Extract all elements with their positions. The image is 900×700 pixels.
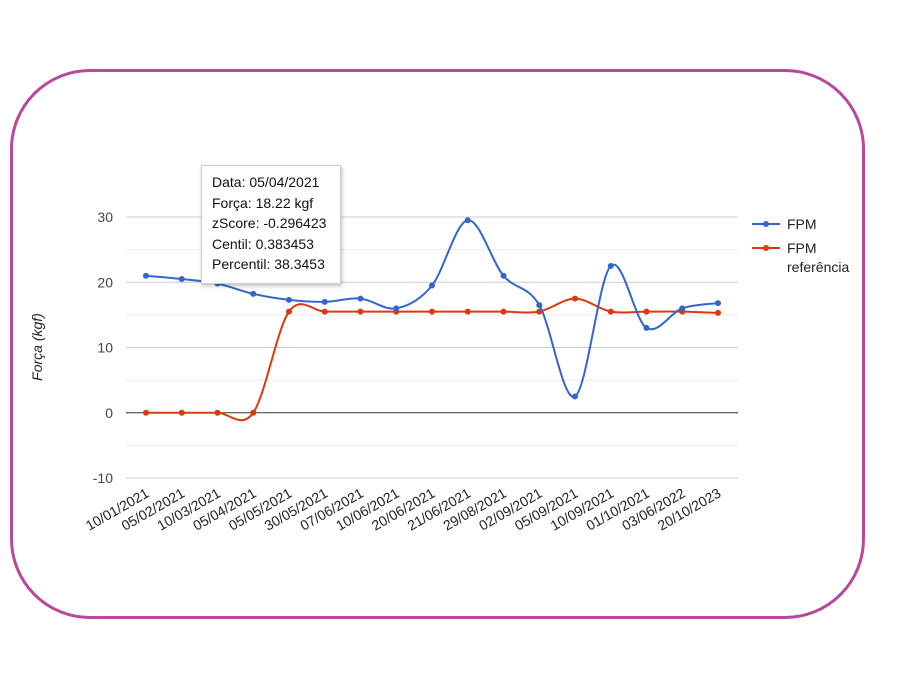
data-point-fpm-referencia[interactable] [607,308,614,315]
data-point-fpm-referencia[interactable] [643,308,650,315]
data-point-fpm[interactable] [393,305,400,312]
tooltip-force: Força: 18.22 kgf [212,194,314,211]
data-tooltip: Data: 05/04/2021 Força: 18.22 kgf zScore… [201,165,341,284]
y-axis-ticks: -10 0 10 20 30 [93,209,113,486]
legend-item-fpm-referencia[interactable]: FPM referência [752,240,849,275]
data-point-fpm-referencia[interactable] [321,308,328,315]
data-point-fpm[interactable] [250,290,257,297]
data-point-fpm-referencia[interactable] [715,309,721,316]
data-point-fpm[interactable] [572,393,578,400]
data-point-fpm-referencia[interactable] [143,409,149,416]
data-point-fpm-referencia[interactable] [572,295,578,302]
legend-label-fpm-referencia-line2: referência [787,259,849,275]
data-point-fpm-referencia[interactable] [500,308,507,315]
legend-label-fpm-referencia-line1: FPM [787,240,817,256]
data-point-fpm[interactable] [321,298,328,305]
data-point-fpm[interactable] [357,295,364,302]
data-point-fpm[interactable] [643,324,650,331]
data-point-fpm[interactable] [715,300,721,307]
data-point-fpm[interactable] [607,262,614,269]
y-tick-label: 20 [97,274,113,290]
chart-frame [10,69,865,619]
legend[interactable]: FPM FPM referência [752,216,849,275]
legend-marker-fpm [763,221,769,227]
legend-item-fpm[interactable]: FPM [752,216,817,232]
tooltip-date: Data: 05/04/2021 [212,174,320,190]
y-tick-label: 10 [97,340,113,356]
y-tick-label: -10 [93,470,113,486]
data-point-fpm[interactable] [500,272,507,279]
y-tick-label: 0 [105,405,113,421]
data-point-fpm[interactable] [286,296,292,303]
data-point-fpm-referencia[interactable] [357,308,364,315]
data-point-fpm-referencia[interactable] [286,308,292,315]
data-point-fpm-referencia[interactable] [214,409,221,416]
data-point-fpm-referencia[interactable] [250,409,257,416]
data-point-fpm[interactable] [178,275,185,282]
data-point-fpm[interactable] [429,282,435,289]
data-point-fpm-referencia[interactable] [464,308,471,315]
x-axis-ticks: 10/01/202105/02/202110/03/202105/04/2021… [83,485,724,534]
data-point-fpm[interactable] [143,272,149,279]
data-point-fpm[interactable] [679,305,686,312]
y-axis-label: Força (kgf) [29,313,45,381]
legend-label-fpm: FPM [787,216,817,232]
tooltip-centil: Centil: 0.383453 [212,235,314,252]
tooltip-zscore: zScore: -0.296423 [212,215,327,231]
data-point-fpm[interactable] [536,302,543,309]
series-layer [143,217,721,422]
tooltip-percentil: Percentil: 38.3453 [212,256,325,272]
data-point-fpm-referencia[interactable] [178,409,185,416]
y-tick-label: 30 [97,209,113,225]
data-point-fpm-referencia[interactable] [429,308,435,315]
legend-marker-fpm-referencia [763,245,769,251]
series-line-fpm-referencia [146,297,719,422]
data-point-fpm[interactable] [464,217,471,224]
